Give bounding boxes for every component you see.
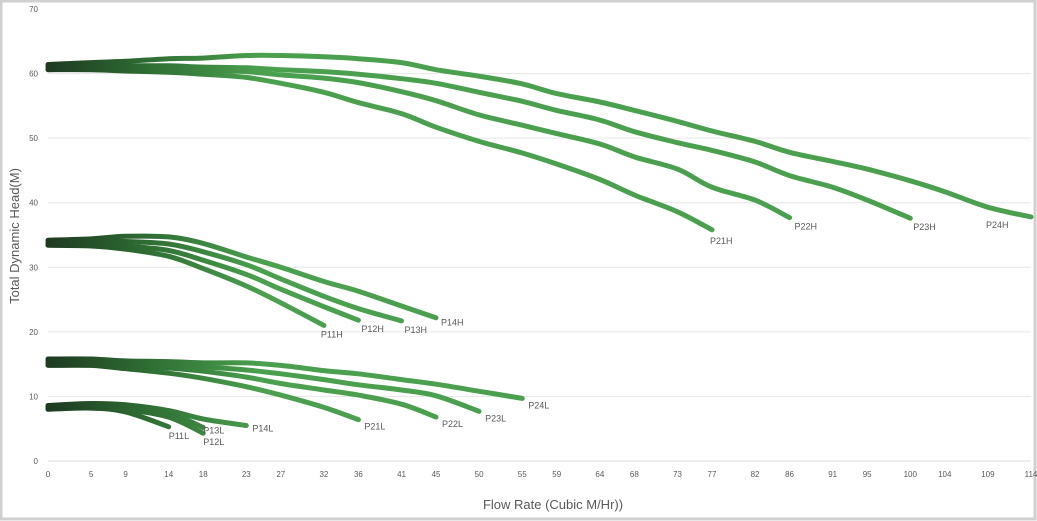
series-labels: P11L P12L P13L P14L P21L P22L P23L P24L P11H P12H… [169,220,1009,447]
y-axis-title: Total Dynamic Head(M) [7,168,22,304]
series-line-p21h [45,67,715,233]
x-tick-label: 77 [708,470,717,479]
x-tick-label: 100 [904,470,918,479]
series-line-p12h [45,241,361,323]
x-tick-label: 68 [630,470,639,479]
series-label-p24h: P24H [986,220,1009,230]
x-tick-label: 18 [199,470,208,479]
y-tick-label: 70 [29,5,38,14]
x-tick-label: 82 [751,470,760,479]
x-tick-label: 14 [164,470,173,479]
x-axis-ticks: 0 5 9 14 18 23 27 32 36 41 45 50 55 59 64 68 73 77 82 86 91 9… [46,470,1037,479]
x-tick-label: 45 [432,470,441,479]
x-tick-label: 59 [552,470,561,479]
x-tick-label: 41 [397,470,406,479]
y-tick-label: 10 [29,392,38,401]
x-tick-label: 86 [785,470,794,479]
y-axis-ticks: 0 10 20 30 40 50 60 70 [29,5,38,466]
x-tick-label: 9 [123,470,128,479]
series-line-p22h [45,65,793,221]
x-tick-label: 27 [276,470,285,479]
x-tick-label: 23 [242,470,251,479]
series-label-p23h: P23H [913,222,936,232]
series-label-p21h: P21H [710,236,733,246]
x-tick-label: 32 [319,470,328,479]
x-tick-label: 114 [1025,470,1037,479]
series-line-p24l [45,356,525,401]
series-label-p11h: P11H [321,329,343,339]
series-line-p21l [45,362,361,423]
series-label-p12h: P12H [361,324,384,334]
y-tick-label: 40 [29,199,38,208]
x-tick-label: 91 [828,470,837,479]
x-tick-label: 104 [938,470,952,479]
x-axis-title: Flow Rate (Cubic M/Hr)) [483,497,623,512]
series-label-p21l: P21L [364,422,385,432]
series-label-p12l: P12L [203,437,224,447]
series-label-p24l: P24L [528,400,549,410]
x-tick-label: 50 [475,470,484,479]
series-label-p22h: P22H [795,222,818,232]
x-tick-label: 55 [518,470,527,479]
series-lines [45,52,1034,436]
x-tick-label: 109 [981,470,995,479]
x-tick-label: 95 [863,470,872,479]
y-tick-label: 30 [29,263,38,272]
series-label-p23l: P23L [485,413,506,423]
y-tick-label: 20 [29,328,38,337]
x-tick-label: 64 [595,470,604,479]
series-line-p14l [45,400,249,428]
series-label-p11l: P11L [169,431,189,441]
series-label-p14h: P14H [441,318,464,328]
series-line-p24h [45,52,1034,220]
x-tick-label: 0 [46,470,51,479]
x-tick-label: 5 [89,470,94,479]
series-label-p13l: P13L [203,425,224,435]
series-line-p13h [45,238,404,324]
series-label-p22l: P22L [442,419,463,429]
x-tick-label: 73 [673,470,682,479]
series-label-p14l: P14L [252,423,273,433]
series-line-p14h [45,233,439,321]
y-tick-label: 60 [29,70,38,79]
y-tick-label: 50 [29,134,38,143]
x-tick-label: 36 [354,470,363,479]
series-line-p23h [45,63,913,221]
series-label-p13h: P13H [405,325,428,335]
y-tick-label: 0 [34,457,39,466]
